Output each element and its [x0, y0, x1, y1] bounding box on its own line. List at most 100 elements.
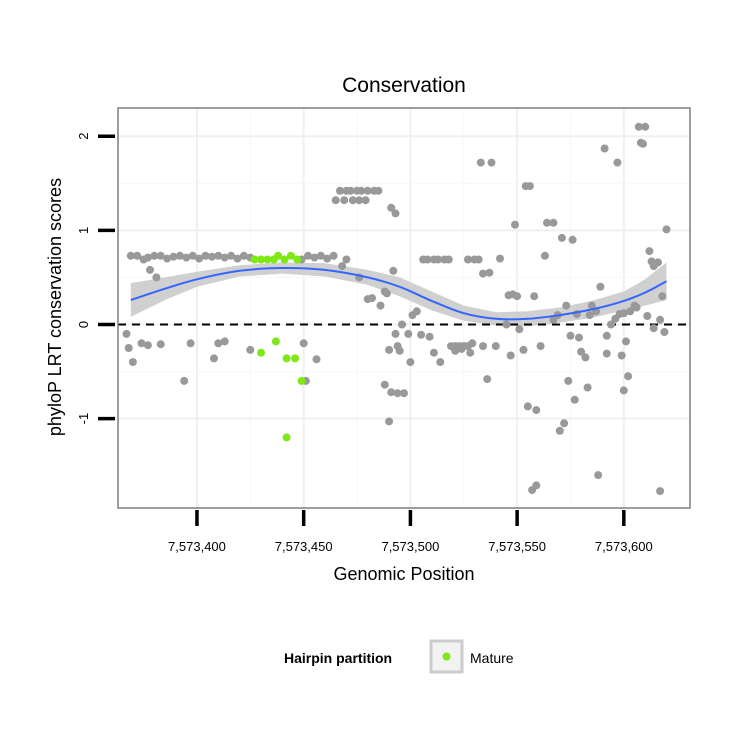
other-points [122, 122, 671, 496]
mature-data-point [282, 354, 291, 363]
data-point [310, 253, 319, 262]
data-point [600, 144, 609, 153]
data-point [485, 268, 494, 277]
data-point [361, 196, 370, 205]
data-point [182, 253, 191, 262]
data-point [577, 347, 586, 356]
data-point [323, 254, 332, 263]
data-point [156, 340, 165, 349]
x-tick-label: 7,573,500 [381, 539, 439, 554]
y-tick-label: 0 [76, 321, 91, 328]
plot-frame [117, 107, 691, 509]
data-point [246, 345, 255, 354]
data-point [180, 376, 189, 385]
data-point [660, 328, 669, 336]
data-point [543, 218, 551, 227]
data-point [126, 251, 135, 260]
mature-data-point [274, 251, 283, 260]
confidence-band [130, 262, 667, 327]
data-point [329, 251, 338, 260]
legend: Hairpin partition Mature [284, 639, 514, 674]
data-point [387, 203, 396, 212]
data-point [643, 312, 652, 320]
mature-data-point [271, 337, 280, 346]
data-point [658, 292, 667, 301]
y-axis-label: phyloP LRT conservation scores [45, 178, 65, 436]
data-point [163, 254, 172, 263]
x-axis: 7,573,400 7,573,450 7,573,500 7,573,550 7,57… [168, 510, 653, 554]
data-point [385, 417, 394, 426]
mature-data-point [297, 376, 306, 385]
data-point [124, 344, 133, 352]
data-point [596, 282, 605, 291]
data-point [346, 186, 355, 195]
data-point [540, 251, 549, 260]
data-point [389, 266, 398, 275]
data-point [568, 235, 577, 244]
data-point [150, 251, 159, 260]
data-point [404, 329, 413, 338]
data-point [649, 324, 658, 333]
mature-data-point [280, 255, 289, 264]
data-point [385, 345, 394, 354]
data-point [207, 252, 216, 261]
x-tick-label: 7,573,600 [595, 539, 653, 554]
data-point [152, 273, 161, 282]
data-point [436, 358, 445, 367]
data-point [429, 348, 438, 357]
data-point [617, 351, 626, 360]
data-point [619, 386, 628, 395]
data-point [515, 325, 524, 334]
y-tick-label: 1 [76, 227, 91, 234]
data-point [146, 265, 154, 274]
y-tick-label: -1 [76, 413, 91, 425]
data-point [233, 254, 242, 263]
data-point [639, 139, 647, 148]
data-point [391, 329, 400, 338]
data-point [566, 331, 575, 340]
x-tick-label: 7,573,400 [168, 539, 226, 554]
y-tick-label: 2 [76, 133, 91, 140]
data-point [479, 269, 487, 278]
data-point [513, 292, 522, 301]
data-point [382, 289, 391, 298]
data-point [656, 487, 665, 496]
data-point [626, 307, 635, 316]
data-point [214, 251, 223, 260]
data-point [239, 251, 248, 260]
smooth-trend-line [130, 266, 667, 321]
data-point [662, 225, 671, 234]
data-point [128, 358, 137, 367]
data-point [188, 251, 197, 260]
data-point [555, 426, 564, 435]
data-point [425, 332, 434, 341]
legend-label-mature: Mature [470, 650, 514, 666]
data-point [619, 309, 628, 318]
data-point [400, 389, 408, 398]
data-point [564, 376, 573, 385]
data-point [474, 255, 483, 264]
gridlines [118, 108, 690, 508]
mature-data-point [250, 255, 259, 264]
data-point [338, 262, 347, 271]
data-point [444, 255, 453, 264]
data-point [557, 233, 566, 242]
data-point [530, 292, 539, 301]
data-point [201, 251, 210, 260]
data-point [602, 331, 611, 340]
data-point [457, 344, 466, 353]
data-point [523, 402, 532, 411]
data-point [348, 196, 357, 205]
mature-data-point [282, 433, 291, 442]
data-point [632, 303, 641, 312]
data-point [423, 255, 432, 264]
data-point [581, 353, 590, 362]
data-point [387, 388, 396, 397]
data-point [587, 301, 596, 310]
data-point [519, 345, 528, 354]
data-point [464, 255, 472, 264]
mature-data-point [286, 251, 295, 260]
data-point [304, 251, 312, 260]
data-point [137, 339, 146, 348]
data-point [406, 358, 415, 367]
